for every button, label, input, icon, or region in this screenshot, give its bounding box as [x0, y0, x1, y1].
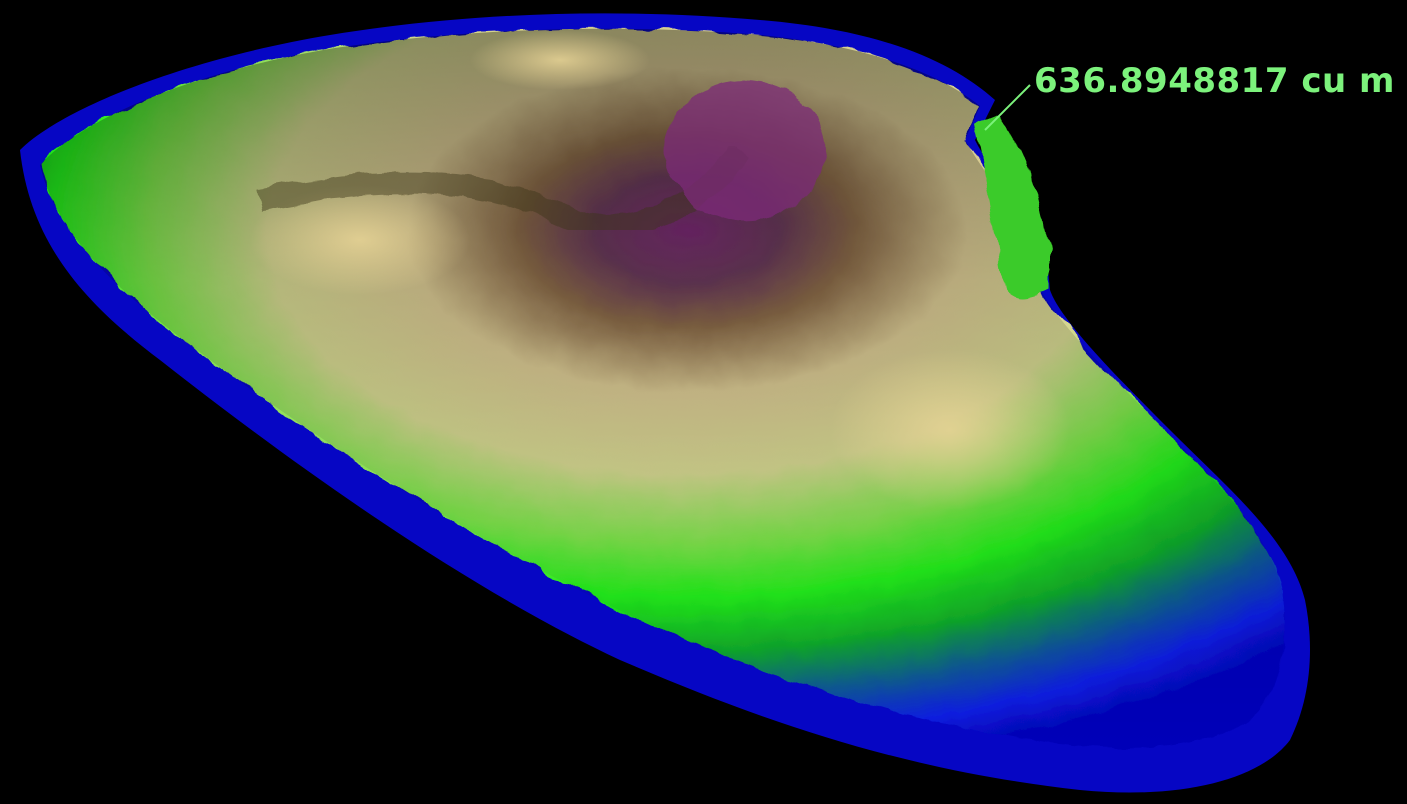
volume-readout: 636.8948817 cu m: [1034, 61, 1395, 101]
label-leader-line: [984, 84, 1031, 131]
